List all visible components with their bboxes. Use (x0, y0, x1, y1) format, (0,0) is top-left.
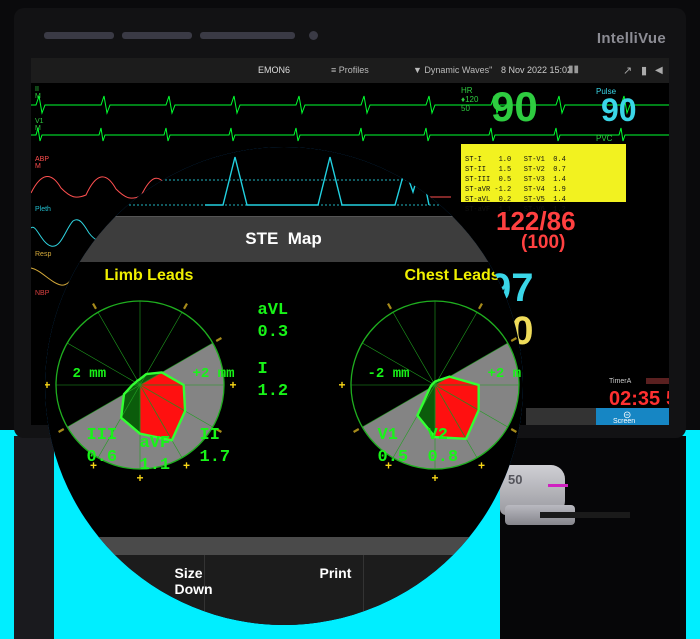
svg-text:+: + (338, 378, 345, 392)
svg-text:+: + (478, 459, 485, 473)
svg-text:+: + (431, 471, 438, 483)
svg-text:+: + (183, 459, 190, 473)
svg-text:+: + (45, 378, 51, 392)
